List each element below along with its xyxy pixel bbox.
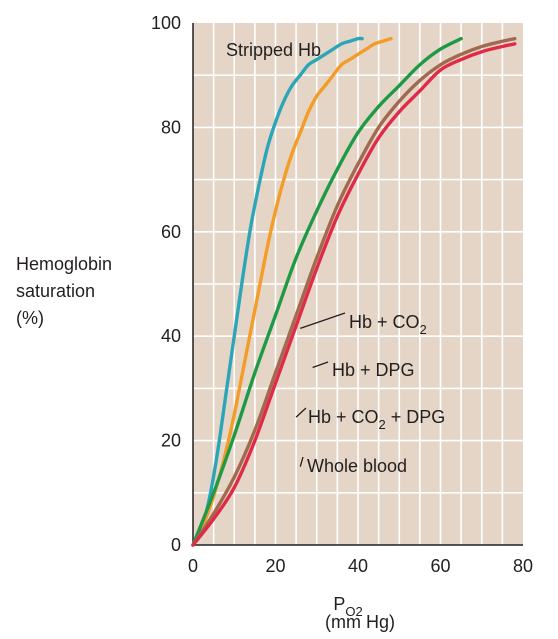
y-tick-label: 60 [161,222,181,242]
annotation-label-dpg: Hb + DPG [332,360,415,380]
annotation-label-co2dpg: Hb + CO2 + DPG [308,407,445,432]
annotation-leader-dpg [312,361,329,369]
y-tick-label: 100 [151,13,181,33]
x-tick-label: 60 [430,556,450,576]
x-axis-title: PO2 (mm Hg) [325,594,395,632]
y-axis-title: Hemoglobin saturation (%) [16,254,112,328]
y-tick-labels: 0 20 40 60 80 100 [151,13,181,555]
series-line-hb-co2-dpg [191,36,517,547]
y-axis-title-line-2: saturation [16,281,95,301]
annotation-leader-co2 [300,312,346,329]
series-line-hb-dpg [191,36,463,547]
annotation-leader-whole [299,456,304,467]
y-tick-label: 0 [171,535,181,555]
series-line-hb-co2 [191,36,393,547]
axes [192,23,523,546]
grid-lines [193,23,523,545]
y-tick-label: 40 [161,326,181,346]
annotation-subscript: 2 [420,322,427,337]
annotation-label-stripped: Stripped Hb [226,40,321,60]
x-axis-title-unit: (mm Hg) [325,612,395,632]
annotation-text: Hb + CO [349,312,420,332]
y-tick-label: 20 [161,431,181,451]
x-tick-label: 20 [265,556,285,576]
annotation-text: Whole blood [307,456,407,476]
y-axis-title-line-1: Hemoglobin [16,254,112,274]
annotation-text: Hb + CO [308,407,379,427]
x-tick-label: 0 [188,556,198,576]
y-axis-title-line-3: (%) [16,308,44,328]
x-axis-title-subscript: O2 [345,604,362,619]
annotation-subscript: 2 [379,417,386,432]
series-lines [191,36,517,547]
annotation-text: Hb + DPG [332,360,415,380]
x-axis-title-variable: PO2 [333,594,362,619]
x-axis-title-main: P [333,594,345,614]
series-line-whole-blood [191,42,517,547]
x-tick-label: 80 [513,556,533,576]
annotation-leader-co2dpg [295,407,307,418]
annotation-tail: + DPG [386,407,446,427]
annotation-text: Stripped Hb [226,40,321,60]
annotation-label-co2: Hb + CO2 [349,312,427,337]
series-line-stripped-hb [191,36,364,547]
annotation-label-whole: Whole blood [307,456,407,476]
x-tick-labels: 0 20 40 60 80 [188,556,533,576]
x-tick-label: 40 [348,556,368,576]
y-tick-label: 80 [161,117,181,137]
